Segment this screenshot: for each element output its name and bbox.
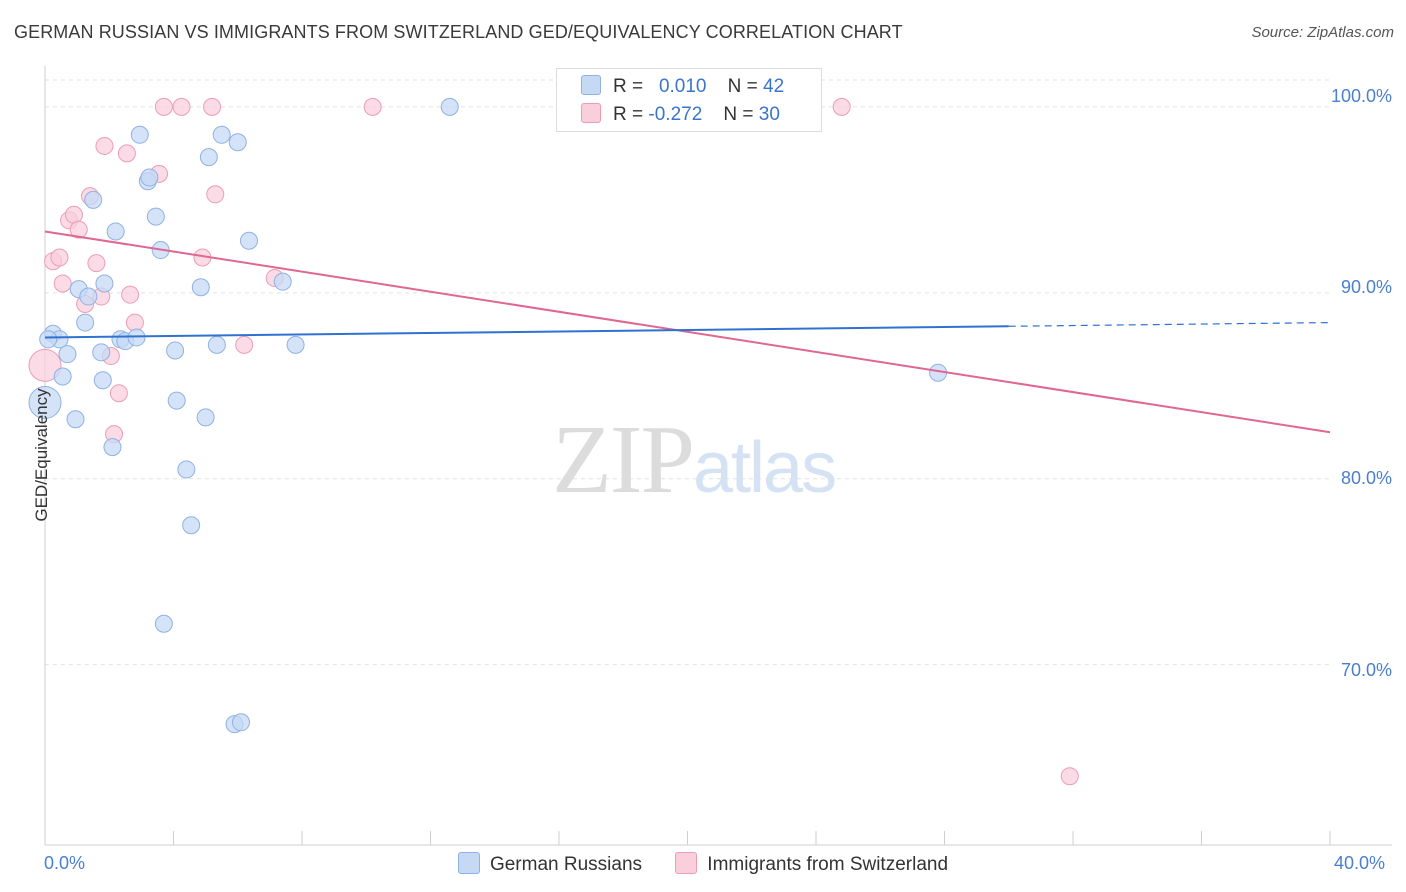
immigrants-switzerland-trend-line [44, 230, 1331, 434]
german-russians-point-32 [212, 125, 231, 144]
legend-r-label: R = [613, 104, 644, 125]
german-russians-point-31 [207, 335, 226, 354]
german-russians-point-35 [231, 713, 250, 732]
source-label: Source: ZipAtlas.com [1251, 24, 1394, 41]
grid-lines [45, 79, 1330, 666]
legend-r-value: 0.010 [658, 76, 707, 97]
german-russians-point-21 [146, 207, 165, 226]
immigrants-switzerland-point-14 [109, 384, 128, 403]
immigrants-switzerland-point-20 [172, 97, 191, 116]
stats-legend: R = 0.010 N = 42 R = -0.272 N = 30 [556, 68, 822, 132]
immigrants-switzerland-point-22 [203, 97, 222, 116]
y-tick-label-90: 90.0% [1340, 277, 1392, 297]
legend-r-label: R = [613, 76, 644, 97]
watermark-atlas: atlas [693, 428, 837, 508]
immigrants-switzerland-point-23 [206, 185, 225, 204]
immigrants-switzerland-point-11 [95, 136, 114, 155]
immigrants-switzerland-point-19 [154, 97, 173, 116]
trend-lines [44, 230, 1331, 434]
legend-item-german-russians: German Russians [457, 852, 643, 876]
immigrants-switzerland-point-15 [117, 144, 136, 163]
german-russians-point-7 [76, 313, 95, 332]
german-russians-point-25 [167, 391, 186, 410]
german-russians-point-28 [191, 278, 210, 297]
legend-n-value: 30 [758, 104, 780, 125]
immigrants-switzerland-point-29 [1060, 767, 1079, 786]
german-russians-point-23 [154, 614, 173, 633]
german-russians-point-30 [199, 148, 218, 167]
legend-swatch-immigrants-switzerland [675, 852, 698, 874]
watermark-zip: ZIP [552, 406, 695, 514]
legend-r-value: -0.272 [648, 104, 703, 125]
german-russians-point-11 [93, 371, 112, 390]
german-russians-point-5 [66, 410, 85, 429]
y-tick-label-70: 70.0% [1340, 660, 1392, 680]
legend-n-label: N = [727, 76, 758, 97]
immigrants-switzerland-point-3 [53, 274, 72, 293]
legend-swatch-blue [581, 75, 601, 95]
german-russians-point-4 [58, 345, 77, 364]
german-russians-point-41 [39, 330, 58, 349]
legend-label-german-russians: German Russians [489, 854, 643, 875]
immigrants-switzerland-point-24 [235, 335, 254, 354]
x-tick-label-min: 0.0% [44, 853, 86, 873]
german-russians-point-34 [228, 133, 247, 152]
legend-row-immigrants-switzerland: R = -0.272 N = 30 [581, 103, 780, 126]
german-russians-point-10 [92, 343, 111, 362]
series-legend: German Russians Immigrants from Switzerl… [0, 852, 1406, 876]
german-russians-point-8 [79, 287, 98, 306]
axes [44, 66, 1392, 846]
immigrants-switzerland-point-0 [28, 348, 62, 382]
german-russians-point-20 [140, 168, 159, 187]
immigrants-switzerland-point-28 [832, 97, 851, 116]
y-axis-label: GED/Equivalency [32, 388, 51, 522]
immigrants-switzerland-point-17 [125, 313, 144, 332]
german-russians-point-13 [103, 438, 122, 457]
immigrants-switzerland-point-9 [87, 254, 106, 273]
german-russians-point-3 [53, 367, 72, 386]
german-russians-point-14 [106, 222, 125, 241]
legend-n-value: 42 [763, 76, 785, 97]
german-russians-point-18 [130, 125, 149, 144]
y-tick-label-100: 100.0% [1330, 86, 1392, 106]
immigrants-switzerland-point-26 [363, 97, 382, 116]
y-tick-label-80: 80.0% [1340, 468, 1392, 488]
german-russians-point-9 [84, 190, 103, 209]
legend-item-immigrants-switzerland: Immigrants from Switzerland [675, 852, 948, 876]
german-russians-point-39 [440, 97, 459, 116]
german-russians-point-12 [95, 274, 114, 293]
immigrants-switzerland-point-16 [121, 285, 140, 304]
chart-title: GERMAN RUSSIAN VS IMMIGRANTS FROM SWITZE… [14, 22, 903, 42]
german-russians-point-26 [177, 460, 196, 479]
german-russians-point-29 [196, 408, 215, 427]
legend-row-german-russians: R = 0.010 N = 42 [581, 75, 784, 98]
legend-swatch-german-russians [457, 852, 480, 874]
legend-label-immigrants-switzerland: Immigrants from Switzerland [707, 854, 949, 875]
immigrants-switzerland-point-2 [50, 248, 69, 267]
german-russians-point-24 [166, 341, 185, 360]
german-russians-point-36 [239, 231, 258, 250]
german-russians-trend-extension [1008, 321, 1331, 327]
legend-swatch-pink [581, 103, 601, 123]
german-russians-point-37 [273, 272, 292, 291]
german-russians-point-38 [286, 335, 305, 354]
watermark: ZIPatlas [552, 402, 837, 516]
german-russians-point-27 [182, 516, 201, 535]
german-russians-points [28, 97, 948, 734]
german-russians-point-0 [28, 386, 62, 420]
legend-n-label: N = [723, 104, 754, 125]
x-tick-label-max: 40.0% [1334, 853, 1386, 873]
immigrants-switzerland-point-6 [69, 220, 88, 239]
german-russians-trend-line [44, 325, 1009, 339]
